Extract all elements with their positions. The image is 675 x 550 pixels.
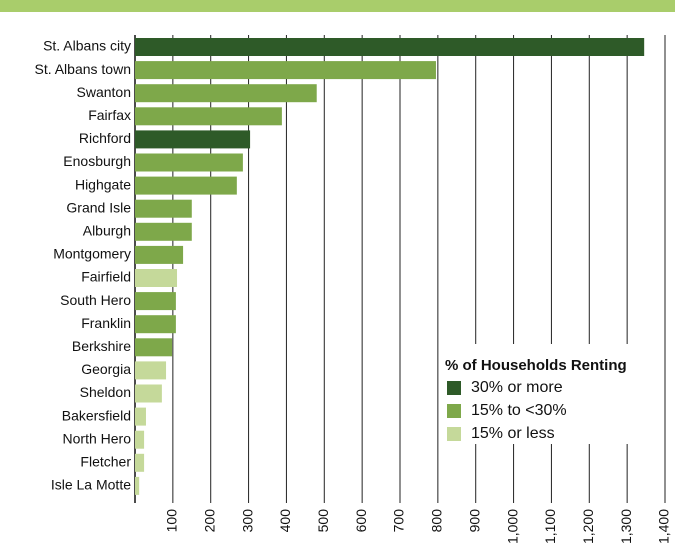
x-tick-label: 600 xyxy=(353,509,369,533)
bar xyxy=(135,61,436,80)
y-tick-label: North Hero xyxy=(63,430,132,446)
y-tick-label: Bakersfield xyxy=(62,407,131,423)
x-tick-label: 900 xyxy=(466,509,482,533)
x-tick-label: 500 xyxy=(315,509,331,533)
bar xyxy=(135,245,184,264)
bar xyxy=(135,430,145,449)
bar xyxy=(135,269,178,287)
bar xyxy=(135,292,176,311)
y-tick-label: St. Albans city xyxy=(43,38,131,54)
header-band xyxy=(0,0,675,12)
x-tick-label: 100 xyxy=(164,509,180,533)
bar xyxy=(135,384,162,403)
bar xyxy=(135,176,237,195)
legend-box xyxy=(441,344,663,444)
bar xyxy=(135,476,140,495)
x-tick-label: 300 xyxy=(239,509,255,533)
legend-label: 15% to <30% xyxy=(471,402,567,419)
legend-swatch xyxy=(447,381,461,395)
x-tick-label: 1,400 xyxy=(656,509,672,544)
x-tick-label: 400 xyxy=(277,509,293,533)
bar xyxy=(135,107,282,126)
y-tick-label: Berkshire xyxy=(72,338,131,354)
y-tick-label: St. Albans town xyxy=(34,61,131,77)
y-tick-label: Enosburgh xyxy=(63,153,131,169)
x-tick-label: 800 xyxy=(429,509,445,533)
y-tick-label: Swanton xyxy=(77,84,131,100)
legend-swatch xyxy=(447,404,461,418)
x-tick-label: 700 xyxy=(391,509,407,533)
legend-title: % of Households Renting xyxy=(445,357,627,374)
y-tick-label: Fairfield xyxy=(81,269,131,285)
y-tick-label: Highgate xyxy=(75,176,131,192)
bar xyxy=(135,84,317,103)
y-tick-label: Isle La Motte xyxy=(51,477,131,493)
bar xyxy=(135,361,167,380)
y-tick-label: Grand Isle xyxy=(66,199,131,215)
bar xyxy=(135,130,251,149)
y-tick-label: Fletcher xyxy=(80,454,131,470)
y-tick-label: Richford xyxy=(79,130,131,146)
x-tick-label: 1,300 xyxy=(618,509,634,544)
bar xyxy=(135,453,145,472)
y-tick-label: Sheldon xyxy=(80,384,131,400)
y-tick-label: Georgia xyxy=(81,361,131,377)
legend-swatch xyxy=(447,427,461,441)
bar xyxy=(135,199,192,218)
legend-label: 15% or less xyxy=(471,425,555,442)
x-tick-label: 1,200 xyxy=(580,509,596,544)
y-tick-label: South Hero xyxy=(60,292,131,308)
y-tick-label: Fairfax xyxy=(88,107,131,123)
legend-label: 30% or more xyxy=(471,379,563,396)
y-tick-label: Montgomery xyxy=(53,246,131,262)
bar xyxy=(135,338,173,357)
x-tick-label: 200 xyxy=(201,509,217,533)
x-tick-label: 1,000 xyxy=(504,509,520,544)
bar xyxy=(135,153,243,172)
bar xyxy=(135,222,192,241)
bar xyxy=(135,407,146,426)
bar xyxy=(135,315,176,334)
x-tick-label: 1,100 xyxy=(542,509,558,544)
y-tick-label: Franklin xyxy=(81,315,131,331)
bar xyxy=(135,38,645,56)
y-tick-label: Alburgh xyxy=(83,223,131,239)
